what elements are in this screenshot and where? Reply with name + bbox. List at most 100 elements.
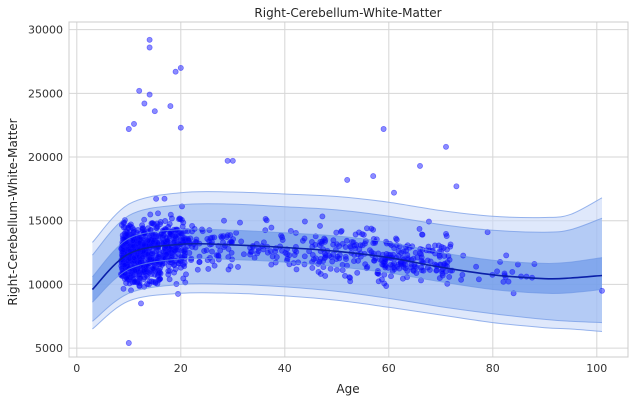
data-point — [327, 265, 334, 272]
data-point — [301, 253, 308, 260]
data-point — [391, 189, 397, 196]
data-point — [433, 267, 440, 274]
data-point — [329, 258, 336, 265]
data-point — [319, 213, 326, 220]
data-point — [121, 262, 128, 269]
x-tick-label: 40 — [278, 362, 292, 375]
data-point — [159, 261, 165, 268]
data-point — [166, 276, 173, 283]
data-point — [136, 280, 143, 287]
data-point — [218, 233, 225, 240]
data-point — [227, 232, 234, 239]
data-point — [328, 253, 335, 260]
data-point — [162, 218, 169, 224]
data-point — [205, 265, 212, 272]
data-point — [254, 250, 261, 257]
data-point — [171, 269, 178, 276]
data-point — [387, 261, 394, 268]
data-point — [475, 276, 482, 283]
data-point — [355, 257, 361, 264]
data-point — [152, 231, 159, 238]
data-point — [126, 280, 133, 287]
data-point — [301, 218, 308, 225]
data-point — [395, 248, 402, 254]
data-point — [140, 241, 147, 248]
data-point — [143, 272, 150, 279]
data-point — [531, 261, 538, 267]
data-point — [273, 254, 280, 260]
data-point — [193, 236, 200, 243]
data-point — [293, 266, 300, 273]
data-point — [183, 271, 189, 278]
chart-title: Right-Cerebellum-White-Matter — [254, 6, 441, 20]
data-point — [458, 276, 465, 283]
data-point — [181, 263, 188, 270]
data-point — [262, 215, 269, 222]
data-point — [238, 238, 245, 245]
data-point — [141, 216, 148, 223]
y-axis-label: Right-Cerebellum-White-Matter — [6, 118, 20, 305]
data-point — [167, 230, 174, 237]
data-point — [337, 228, 344, 235]
data-point — [350, 239, 357, 246]
data-point — [164, 237, 171, 244]
data-point — [459, 271, 466, 278]
data-point — [301, 261, 308, 268]
data-point — [399, 275, 406, 282]
data-point — [436, 275, 443, 282]
data-point — [146, 36, 153, 43]
data-point — [400, 261, 407, 268]
data-point — [393, 235, 399, 242]
y-tick-label: 15000 — [28, 215, 63, 228]
data-point — [138, 300, 144, 307]
data-point — [286, 252, 293, 259]
data-point — [181, 250, 188, 256]
data-point — [363, 225, 370, 232]
data-point — [366, 247, 373, 254]
data-point — [317, 222, 323, 229]
data-point — [163, 251, 170, 258]
data-point — [375, 278, 382, 285]
data-point — [157, 275, 164, 282]
data-point — [209, 258, 216, 265]
data-point — [342, 243, 349, 250]
data-point — [320, 258, 327, 265]
data-point — [346, 274, 353, 281]
data-point — [221, 217, 227, 224]
data-point — [215, 252, 222, 259]
data-point — [344, 262, 350, 269]
data-point — [209, 248, 215, 255]
data-point — [418, 267, 425, 274]
data-point — [295, 259, 302, 266]
data-point — [497, 258, 504, 265]
data-point — [333, 256, 340, 262]
data-point — [419, 231, 425, 238]
data-point — [400, 248, 407, 255]
data-point — [149, 220, 156, 227]
data-point — [446, 273, 453, 280]
data-point — [177, 124, 184, 131]
x-tick-label: 0 — [73, 362, 80, 375]
data-point — [381, 280, 388, 287]
data-point — [228, 249, 235, 256]
data-point — [494, 268, 501, 275]
data-point — [362, 261, 369, 268]
data-point — [129, 237, 136, 244]
data-point — [361, 240, 368, 247]
data-point — [309, 251, 316, 258]
data-point — [211, 234, 218, 241]
data-point — [309, 264, 316, 271]
data-point — [444, 280, 451, 287]
data-point — [184, 228, 191, 235]
data-point — [267, 248, 274, 255]
y-axis-ticks: 5000 10000 15000 20000 25000 30000 — [28, 24, 63, 355]
plot-frame — [68, 21, 629, 358]
data-point — [360, 231, 367, 238]
data-point — [230, 236, 237, 243]
data-point — [131, 278, 138, 285]
data-point — [269, 253, 276, 260]
data-point — [319, 238, 326, 245]
y-tick-label: 20000 — [28, 151, 63, 164]
data-point — [201, 248, 208, 254]
